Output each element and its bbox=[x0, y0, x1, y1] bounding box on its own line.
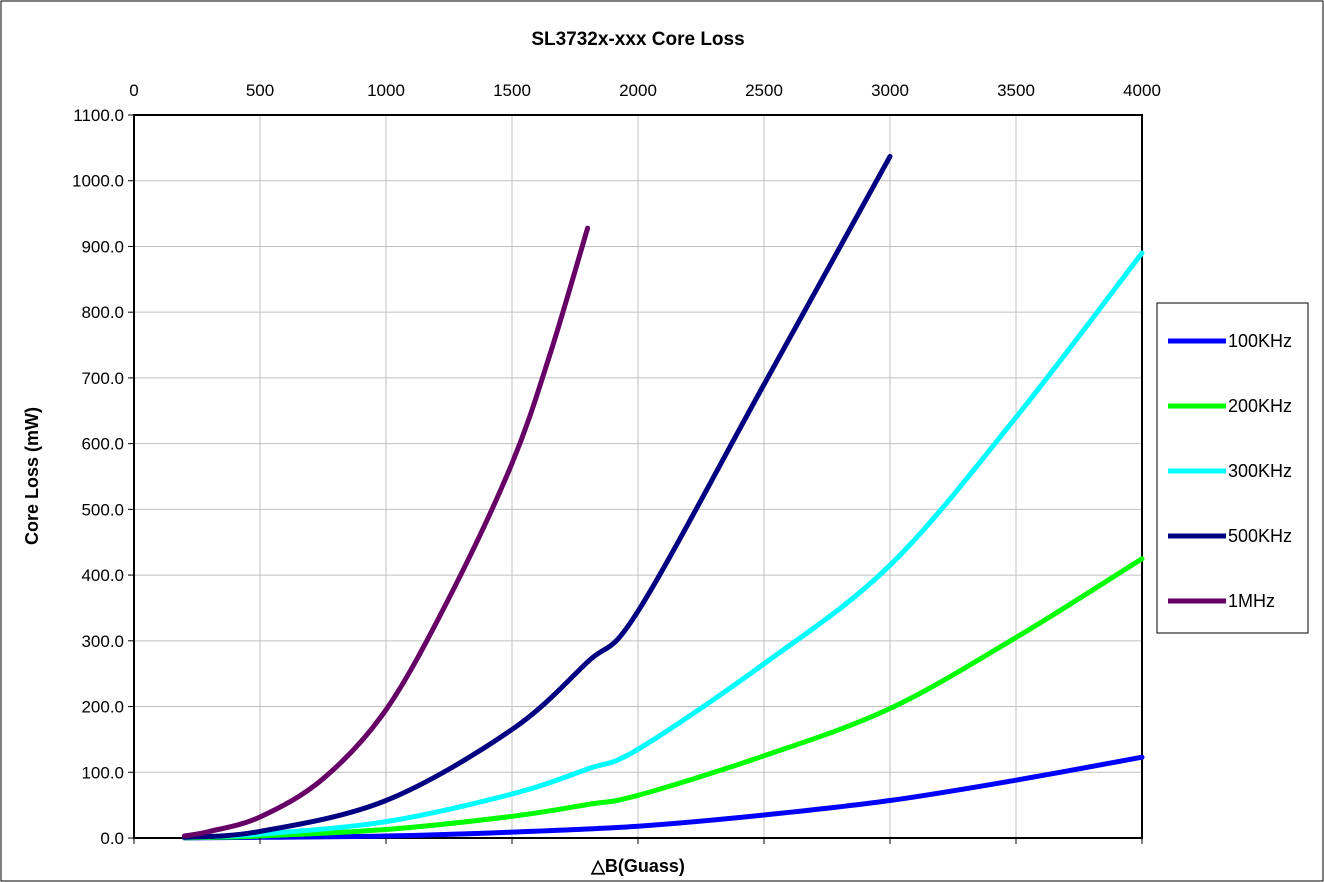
y-tick-label: 300.0 bbox=[81, 632, 124, 651]
x-tick-label: 1500 bbox=[493, 81, 531, 100]
y-tick-label: 900.0 bbox=[81, 237, 124, 256]
legend-label-1mhz: 1MHz bbox=[1228, 591, 1275, 611]
x-tick-label: 500 bbox=[246, 81, 274, 100]
x-tick-label: 0 bbox=[129, 81, 138, 100]
y-tick-label: 700.0 bbox=[81, 369, 124, 388]
x-tick-label: 3500 bbox=[997, 81, 1035, 100]
series-line-300khz bbox=[181, 250, 1145, 840]
legend-label-500khz: 500KHz bbox=[1228, 526, 1292, 546]
y-tick-label: 1000.0 bbox=[72, 172, 124, 191]
legend-box bbox=[1156, 302, 1309, 634]
y-tick-label: 1100.0 bbox=[73, 106, 124, 125]
series-layer bbox=[181, 153, 1145, 841]
x-axis-label: △B(Guass) bbox=[590, 856, 685, 876]
legend: 100KHz 200KHz 300KHz 500KHz 1MHz bbox=[1156, 302, 1309, 634]
chart-title: SL3732x-xxx Core Loss bbox=[531, 29, 744, 50]
legend-label-200khz: 200KHz bbox=[1228, 396, 1292, 416]
legend-label-100khz: 100KHz bbox=[1228, 331, 1292, 351]
y-tick-label: 600.0 bbox=[81, 435, 124, 454]
series-line-200khz bbox=[181, 556, 1145, 841]
y-tick-label: 400.0 bbox=[81, 566, 124, 585]
y-tick-label: 800.0 bbox=[81, 303, 124, 322]
x-tick-label: 2500 bbox=[745, 81, 783, 100]
x-tick-label: 3000 bbox=[871, 81, 909, 100]
y-tick-label: 500.0 bbox=[81, 500, 124, 519]
x-tick-label: 4000 bbox=[1123, 81, 1161, 100]
x-tick-label: 2000 bbox=[619, 81, 657, 100]
x-axis-ticks: 0 500 1000 1500 2000 2500 3000 3500 4000 bbox=[129, 81, 1161, 844]
y-axis-ticks: 0.0 100.0 200.0 300.0 400.0 500.0 600.0 700.0 80… bbox=[72, 106, 134, 848]
legend-label-300khz: 300KHz bbox=[1228, 461, 1292, 481]
gridlines bbox=[134, 115, 1142, 838]
y-tick-label: 0.0 bbox=[100, 829, 124, 848]
legend-items: 100KHz 200KHz 300KHz 500KHz 1MHz bbox=[1168, 331, 1292, 611]
series-line-1mhz bbox=[181, 225, 591, 839]
y-tick-label: 200.0 bbox=[81, 698, 124, 717]
y-tick-label: 100.0 bbox=[81, 763, 124, 782]
series-line-100khz bbox=[181, 754, 1145, 841]
y-axis-label: Core Loss (mW) bbox=[22, 407, 42, 545]
series-line-500khz bbox=[181, 153, 893, 840]
x-tick-label: 1000 bbox=[367, 81, 405, 100]
